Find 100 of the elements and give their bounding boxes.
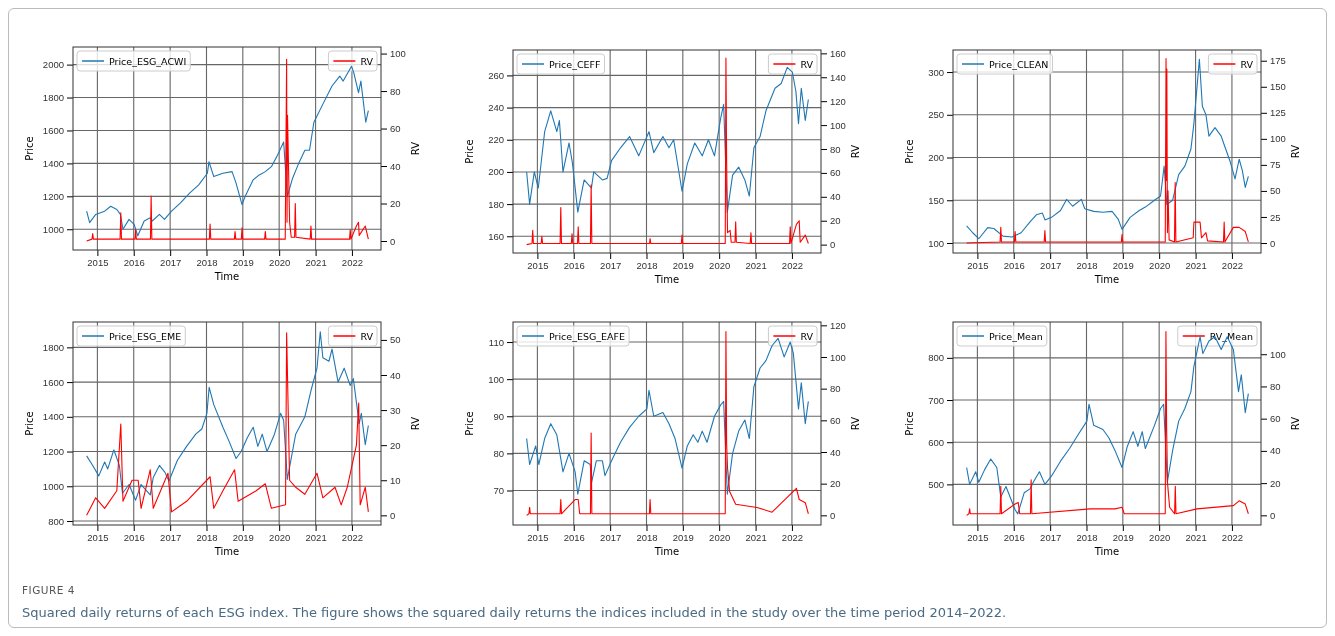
- x-tick-label: 2015: [87, 531, 109, 543]
- y-axis-title: Price: [24, 136, 35, 161]
- y2-axis-title: RV: [410, 141, 421, 156]
- legend-label: Price_Mean: [989, 331, 1043, 342]
- x-tick-label: 2015: [527, 259, 549, 271]
- y-axis-title: Price: [24, 411, 35, 436]
- x-tick-label: 2020: [269, 531, 291, 543]
- x-tick-label: 2019: [232, 256, 254, 268]
- y2-tick-label: 40: [1270, 445, 1281, 457]
- x-axis-title: Time: [653, 546, 680, 557]
- x-tick-label: 2021: [1185, 531, 1207, 543]
- y2-tick-label: 40: [830, 446, 841, 458]
- y2-tick-label: 100: [830, 351, 846, 363]
- x-tick-label: 2022: [341, 256, 363, 268]
- y-tick-label: 700: [928, 394, 944, 406]
- y-axis-title: Price: [904, 139, 915, 164]
- y-tick-label: 1000: [42, 223, 64, 235]
- x-tick-label: 2017: [600, 259, 622, 271]
- y2-tick-label: 10: [390, 474, 401, 486]
- y-tick-label: 800: [928, 352, 944, 364]
- y-tick-label: 1000: [42, 480, 64, 492]
- y2-tick-label: 20: [830, 215, 841, 227]
- y2-tick-label: 100: [390, 48, 406, 60]
- y2-tick-label: 100: [1270, 133, 1286, 145]
- y2-tick-label: 25: [1270, 211, 1281, 223]
- x-tick-label: 2022: [781, 259, 803, 271]
- x-tick-label: 2020: [709, 531, 731, 543]
- y-tick-label: 100: [928, 237, 944, 249]
- x-tick-label: 2020: [269, 256, 291, 268]
- x-tick-label: 2016: [123, 531, 145, 543]
- y2-tick-label: 20: [390, 439, 401, 451]
- x-tick-label: 2021: [745, 259, 767, 271]
- y-tick-label: 200: [928, 152, 944, 164]
- y2-tick-label: 60: [830, 414, 841, 426]
- x-tick-label: 2021: [305, 256, 327, 268]
- x-tick-label: 2016: [1003, 531, 1025, 543]
- y-tick-label: 250: [928, 109, 944, 121]
- y2-axis-title: RV: [850, 416, 861, 431]
- y2-tick-label: 0: [830, 239, 836, 251]
- x-tick-label: 2019: [1112, 531, 1134, 543]
- y-tick-label: 300: [928, 66, 944, 78]
- y2-tick-label: 120: [830, 319, 846, 331]
- x-tick-label: 2022: [781, 531, 803, 543]
- x-tick-label: 2017: [600, 531, 622, 543]
- y-tick-label: 160: [488, 230, 504, 242]
- text: Squared daily returns of each ESG index. The figure shows the squared daily returns the indices included in the study over the time period 2014–2022.: [22, 605, 1007, 620]
- x-tick-label: 2015: [87, 256, 109, 268]
- y2-tick-label: 20: [830, 478, 841, 490]
- y2-tick-label: 100: [830, 119, 846, 131]
- y-tick-label: 1400: [42, 411, 64, 423]
- y2-axis-title: RV: [410, 416, 421, 431]
- x-axis-title: Time: [1093, 274, 1120, 285]
- legend-label: RV: [800, 59, 814, 70]
- y2-tick-label: 0: [390, 235, 396, 247]
- y2-tick-label: 160: [830, 47, 846, 59]
- y-tick-label: 2000: [42, 59, 64, 71]
- y2-tick-label: 120: [830, 95, 846, 107]
- y-tick-label: 1600: [42, 125, 64, 137]
- y-tick-label: 90: [493, 410, 504, 422]
- legend-label: Price_CLEAN: [989, 59, 1049, 70]
- caption: FIGURE 4: [22, 584, 75, 596]
- y2-axis-title: RV: [1290, 416, 1301, 431]
- y-tick-label: 1200: [42, 446, 64, 458]
- y2-tick-label: 80: [830, 383, 841, 395]
- y2-tick-label: 0: [390, 509, 396, 521]
- x-tick-label: 2019: [672, 259, 694, 271]
- y-tick-label: 260: [488, 69, 504, 81]
- y-tick-label: 220: [488, 134, 504, 146]
- x-tick-label: 2020: [709, 259, 731, 271]
- y-tick-label: 150: [928, 194, 944, 206]
- x-tick-label: 2019: [232, 531, 254, 543]
- x-tick-label: 2017: [1040, 259, 1062, 271]
- y2-tick-label: 20: [1270, 477, 1281, 489]
- legend-label: RV: [360, 331, 374, 342]
- y2-tick-label: 30: [390, 404, 401, 416]
- y2-tick-label: 40: [390, 369, 401, 381]
- x-tick-label: 2015: [967, 531, 989, 543]
- x-tick-label: 2015: [967, 259, 989, 271]
- y-axis-title: Price: [464, 139, 475, 164]
- y2-tick-label: 40: [830, 191, 841, 203]
- y-tick-label: 1400: [42, 157, 64, 169]
- x-tick-label: 2022: [1221, 531, 1243, 543]
- x-tick-label: 2022: [1221, 259, 1243, 271]
- y2-tick-label: 20: [390, 198, 401, 210]
- legend-label: Price_CEFF: [549, 59, 601, 70]
- y2-tick-label: 140: [830, 71, 846, 83]
- y2-tick-label: 125: [1270, 107, 1286, 119]
- legend-label: RV: [1240, 59, 1254, 70]
- y-tick-label: 200: [488, 166, 504, 178]
- x-tick-label: 2016: [1003, 259, 1025, 271]
- y2-tick-label: 40: [390, 160, 401, 172]
- y2-tick-label: 60: [830, 167, 841, 179]
- x-tick-label: 2018: [196, 531, 218, 543]
- y-axis-title: Price: [464, 411, 475, 436]
- x-tick-label: 2017: [160, 256, 182, 268]
- y-tick-label: 1800: [42, 341, 64, 353]
- y2-tick-label: 60: [1270, 413, 1281, 425]
- legend-label: Price_ESG_EME: [109, 331, 182, 342]
- y-tick-label: 1800: [42, 92, 64, 104]
- x-axis-title: Time: [1093, 546, 1120, 557]
